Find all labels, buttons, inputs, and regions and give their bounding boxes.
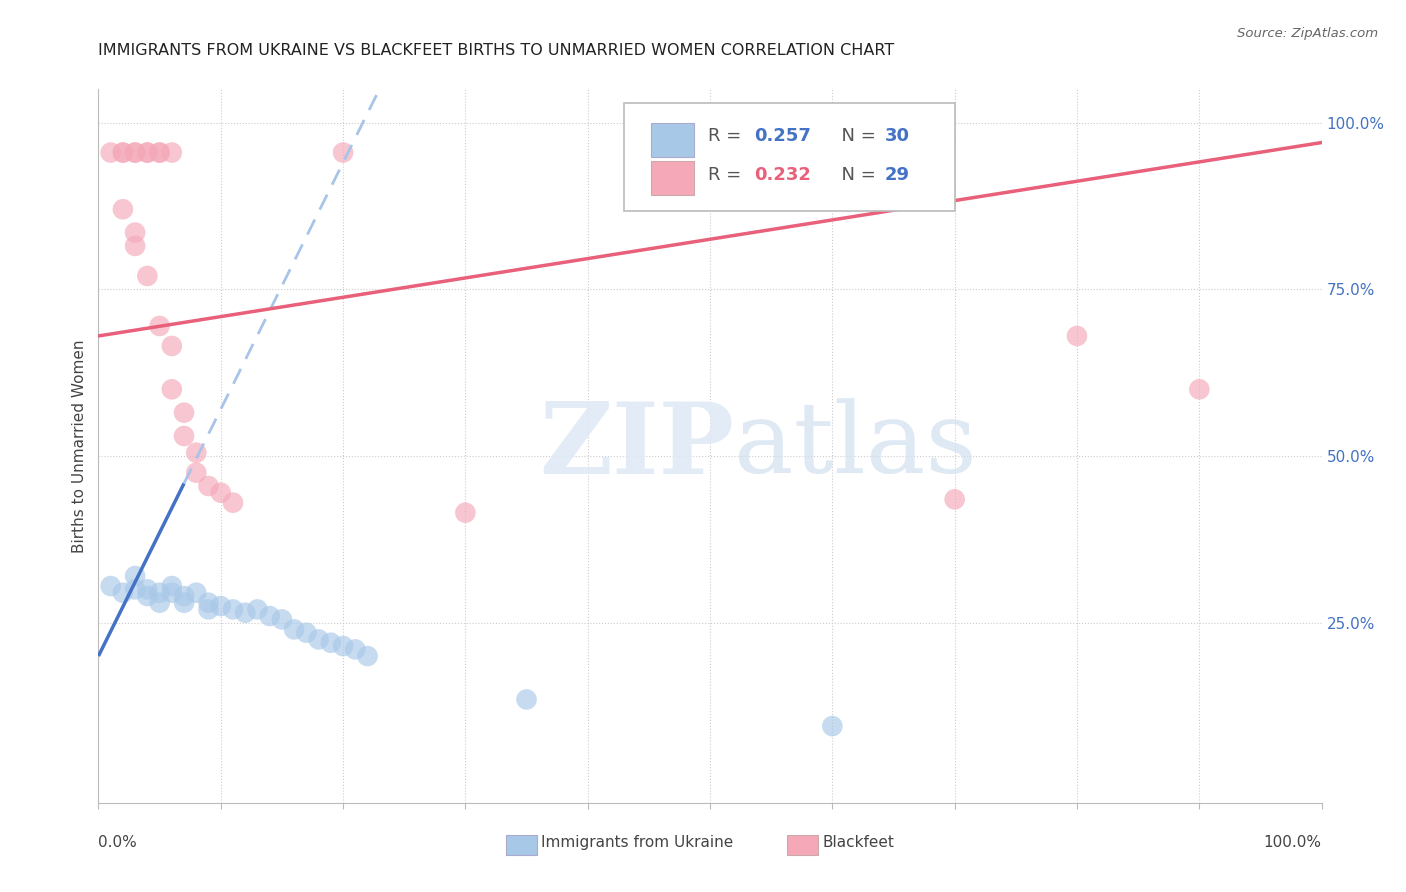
FancyBboxPatch shape (651, 161, 695, 194)
Point (821, 719, 844, 733)
Text: Immigrants from Ukraine: Immigrants from Ukraine (541, 836, 734, 850)
Point (222, 496, 245, 510)
Point (124, 569, 146, 583)
Text: IMMIGRANTS FROM UKRAINE VS BLACKFEET BIRTHS TO UNMARRIED WOMEN CORRELATION CHART: IMMIGRANTS FROM UKRAINE VS BLACKFEET BIR… (98, 43, 894, 58)
Point (136, 145, 159, 160)
Text: 0.232: 0.232 (754, 166, 811, 184)
Point (149, 596, 172, 610)
Point (356, 649, 378, 664)
Point (283, 623, 305, 637)
Text: N =: N = (830, 166, 882, 184)
Point (111, 585, 134, 599)
Text: 100.0%: 100.0% (1264, 836, 1322, 850)
Point (1188, 382, 1211, 396)
Point (149, 145, 172, 160)
Point (344, 642, 367, 657)
Point (136, 582, 159, 597)
FancyBboxPatch shape (624, 103, 955, 211)
Point (222, 602, 245, 616)
Point (136, 589, 159, 603)
Bar (506, 835, 537, 855)
Point (454, 506, 477, 520)
Point (209, 485, 232, 500)
Point (259, 609, 281, 624)
Point (149, 318, 172, 333)
Text: Source: ZipAtlas.com: Source: ZipAtlas.com (1237, 27, 1378, 40)
Text: N =: N = (830, 128, 882, 145)
Point (186, 466, 208, 480)
Point (160, 579, 183, 593)
Point (308, 632, 330, 647)
Point (124, 226, 146, 240)
Point (149, 145, 172, 160)
Point (270, 612, 294, 626)
Text: 0.0%: 0.0% (98, 836, 138, 850)
Point (160, 339, 183, 353)
Text: atlas: atlas (734, 398, 977, 494)
Bar (787, 835, 818, 855)
Text: 0.257: 0.257 (754, 128, 811, 145)
Point (233, 606, 256, 620)
Point (160, 382, 183, 396)
Point (124, 145, 146, 160)
FancyBboxPatch shape (651, 123, 695, 157)
Text: R =: R = (707, 166, 747, 184)
Point (173, 596, 195, 610)
Point (100, 145, 122, 160)
Text: 30: 30 (884, 128, 910, 145)
Point (136, 268, 159, 283)
Text: R =: R = (707, 128, 747, 145)
Point (124, 239, 146, 253)
Point (246, 602, 269, 616)
Y-axis label: Births to Unmarried Women: Births to Unmarried Women (72, 339, 87, 553)
Point (100, 579, 122, 593)
Point (319, 636, 342, 650)
Point (111, 145, 134, 160)
Point (295, 625, 318, 640)
Text: 29: 29 (884, 166, 910, 184)
Text: Blackfeet: Blackfeet (823, 836, 894, 850)
Point (173, 429, 195, 443)
Point (1066, 329, 1088, 343)
Point (516, 692, 538, 706)
Point (160, 585, 183, 599)
Point (136, 145, 159, 160)
Point (332, 145, 354, 160)
Point (124, 582, 146, 597)
Point (149, 585, 172, 599)
Point (197, 602, 219, 616)
Point (197, 596, 219, 610)
Point (111, 145, 134, 160)
Point (943, 492, 966, 507)
Point (332, 639, 354, 653)
Text: ZIP: ZIP (540, 398, 734, 494)
Point (197, 479, 219, 493)
Point (111, 202, 134, 217)
Point (124, 145, 146, 160)
Point (173, 589, 195, 603)
Point (160, 145, 183, 160)
Point (186, 585, 208, 599)
Point (186, 445, 208, 459)
Point (173, 406, 195, 420)
Point (209, 599, 232, 613)
